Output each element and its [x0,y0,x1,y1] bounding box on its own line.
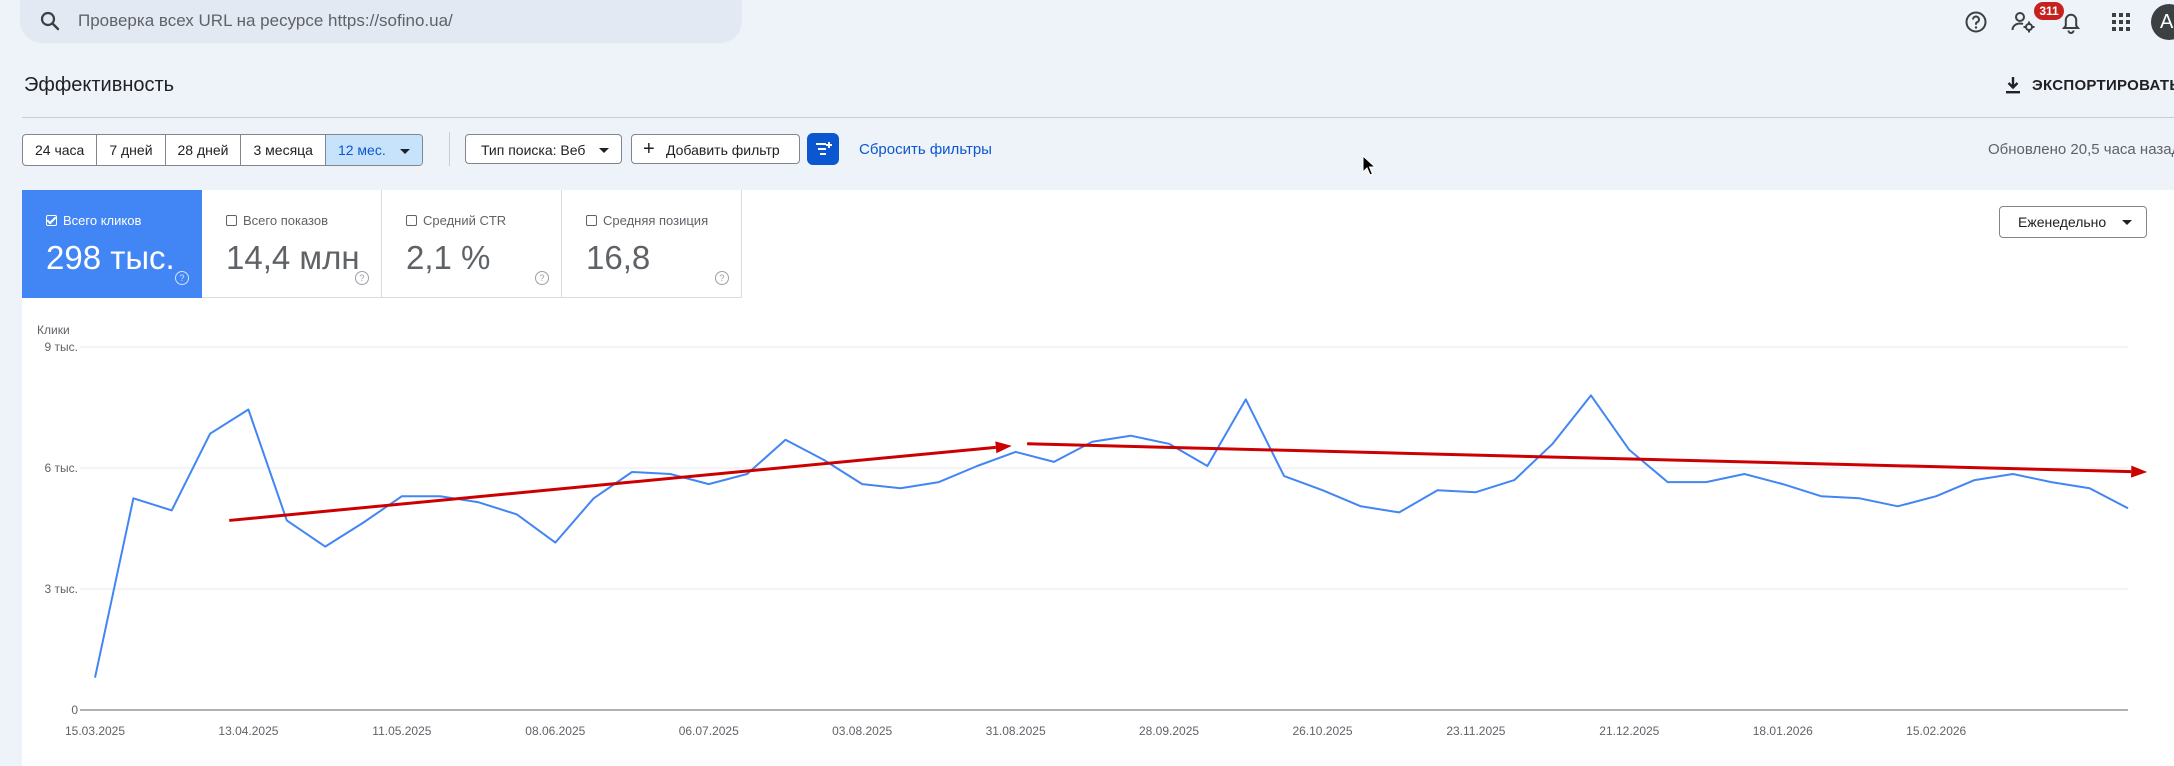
y-axis-label: Клики [37,323,70,337]
chevron-down-icon [2122,220,2132,225]
y-tick-label: 9 тыс. [45,340,78,354]
filter-divider [449,132,450,166]
metric-position-value: 16,8 [586,239,651,276]
metric-position-label: Средняя позиция [603,213,709,228]
x-tick-label: 21.12.2025 [1599,724,1659,738]
range-12m[interactable]: 12 мес. [325,135,422,165]
metric-impressions-value: 14,4 млн [226,239,360,276]
x-tick-label: 18.01.2026 [1753,724,1813,738]
help-icon[interactable] [1963,9,1989,35]
help-icon[interactable]: ? [535,271,549,285]
checkbox-icon[interactable] [46,215,57,226]
help-icon[interactable]: ? [175,271,189,285]
range-24h[interactable]: 24 часа [23,135,98,165]
search-bar[interactable]: Проверка всех URL на ресурсе https://sof… [20,0,742,43]
help-icon[interactable]: ? [355,271,369,285]
export-label: ЭКСПОРТИРОВАТЬ [2032,76,2174,94]
chevron-down-icon [399,148,410,154]
trend-arrow-line [229,445,996,522]
x-tick-label: 08.06.2025 [525,724,585,738]
notifications-icon[interactable] [2058,9,2084,35]
metric-ctr[interactable]: Средний CTR 2,1 % ? [382,190,562,298]
add-filter-button[interactable]: + Добавить фильтр [631,134,800,164]
page-title: Эффективность [24,74,175,96]
x-tick-label: 13.04.2025 [218,724,278,738]
avatar[interactable]: A [2151,4,2174,40]
filter-settings-button[interactable] [807,133,839,165]
metric-clicks-value: 298 тыс. [46,239,175,276]
chevron-down-icon [599,148,609,153]
metric-ctr-value: 2,1 % [406,239,491,276]
metric-clicks-label: Всего кликов [63,213,142,228]
updated-status: Обновлено 20,5 часа назад [1988,141,2174,158]
filter-list-icon [816,142,832,155]
range-28d[interactable]: 28 дней [166,135,242,165]
granularity-label: Еженедельно [2018,214,2107,230]
search-type-label: Тип поиска: Веб [481,142,586,158]
download-icon [2006,77,2020,94]
range-3m[interactable]: 3 месяца [241,135,326,165]
y-tick-label: 3 тыс. [45,582,78,596]
mouse-cursor-icon [1362,155,1376,176]
range-12m-label: 12 мес. [337,142,386,158]
x-tick-label: 03.08.2025 [832,724,892,738]
metric-clicks[interactable]: Всего кликов 298 тыс. ? [22,190,202,298]
date-range-selector: 24 часа 7 дней 28 дней 3 месяца 12 мес. [22,134,423,166]
reset-filters-link[interactable]: Сбросить фильтры [859,141,992,158]
search-input[interactable]: Проверка всех URL на ресурсе https://sof… [78,11,453,30]
search-type-filter[interactable]: Тип поиска: Веб [465,134,622,164]
x-tick-label: 11.05.2025 [372,724,431,738]
x-tick-label: 28.09.2025 [1139,724,1199,738]
y-tick-label: 0 [71,703,78,717]
user-settings-icon[interactable] [2010,9,2036,35]
checkbox-icon[interactable] [586,215,597,226]
range-7d[interactable]: 7 дней [97,135,166,165]
trend-arrow-head [2131,465,2148,478]
trend-arrow-line [1027,442,2132,474]
help-icon[interactable]: ? [715,271,729,285]
add-filter-label: Добавить фильтр [666,142,780,158]
search-icon[interactable] [38,9,62,33]
x-tick-label: 23.11.2025 [1446,724,1505,738]
metric-impressions[interactable]: Всего показов 14,4 млн ? [202,190,382,298]
x-tick-label: 15.02.2026 [1906,724,1966,738]
metric-position[interactable]: Средняя позиция 16,8 ? [562,190,742,298]
metric-impressions-label: Всего показов [243,213,328,228]
granularity-select[interactable]: Еженедельно [1999,206,2147,238]
x-tick-label: 26.10.2025 [1292,724,1352,738]
y-tick-label: 6 тыс. [45,461,78,475]
apps-grid-icon[interactable] [2108,9,2134,35]
export-button[interactable]: ЭКСПОРТИРОВАТЬ [2004,72,2174,98]
x-tick-label: 06.07.2025 [679,724,739,738]
notification-badge: 311 [2034,2,2064,20]
plus-icon: + [643,138,655,160]
x-tick-label: 15.03.2025 [65,724,125,738]
header-divider [22,117,2174,118]
x-tick-label: 31.08.2025 [986,724,1046,738]
metric-ctr-label: Средний CTR [423,213,507,228]
clicks-series-line [94,394,2129,678]
checkbox-icon[interactable] [226,215,237,226]
trend-arrow-head [995,441,1012,454]
checkbox-icon[interactable] [406,215,417,226]
